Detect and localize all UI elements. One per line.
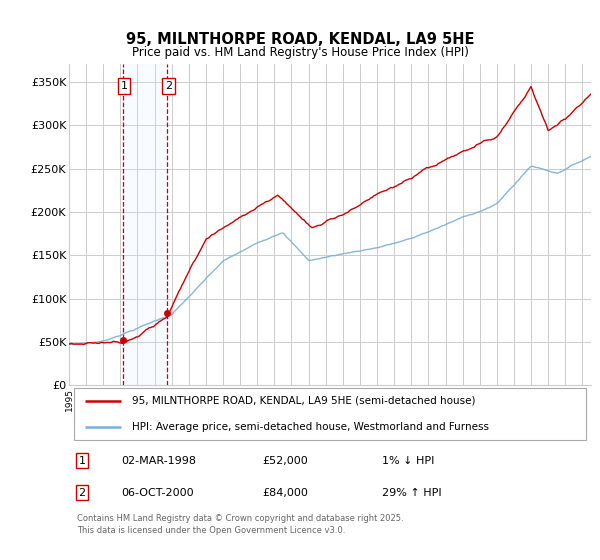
Text: 95, MILNTHORPE ROAD, KENDAL, LA9 5HE: 95, MILNTHORPE ROAD, KENDAL, LA9 5HE [126, 32, 474, 46]
Text: 2: 2 [79, 488, 86, 498]
Text: 95, MILNTHORPE ROAD, KENDAL, LA9 5HE (semi-detached house): 95, MILNTHORPE ROAD, KENDAL, LA9 5HE (se… [131, 396, 475, 406]
Bar [123, 64, 167, 385]
Text: 06-OCT-2000: 06-OCT-2000 [121, 488, 194, 498]
Text: £84,000: £84,000 [262, 488, 308, 498]
FancyBboxPatch shape [74, 388, 586, 440]
Text: 1: 1 [121, 81, 128, 91]
Text: Contains HM Land Registry data © Crown copyright and database right 2025.
This d: Contains HM Land Registry data © Crown c… [77, 514, 403, 535]
Text: Price paid vs. HM Land Registry's House Price Index (HPI): Price paid vs. HM Land Registry's House … [131, 46, 469, 59]
Text: 2: 2 [165, 81, 172, 91]
Text: 29% ↑ HPI: 29% ↑ HPI [382, 488, 442, 498]
Text: 02-MAR-1998: 02-MAR-1998 [121, 456, 196, 465]
Text: 1% ↓ HPI: 1% ↓ HPI [382, 456, 434, 465]
Text: £52,000: £52,000 [262, 456, 308, 465]
Text: HPI: Average price, semi-detached house, Westmorland and Furness: HPI: Average price, semi-detached house,… [131, 422, 488, 432]
Text: 1: 1 [79, 456, 86, 465]
